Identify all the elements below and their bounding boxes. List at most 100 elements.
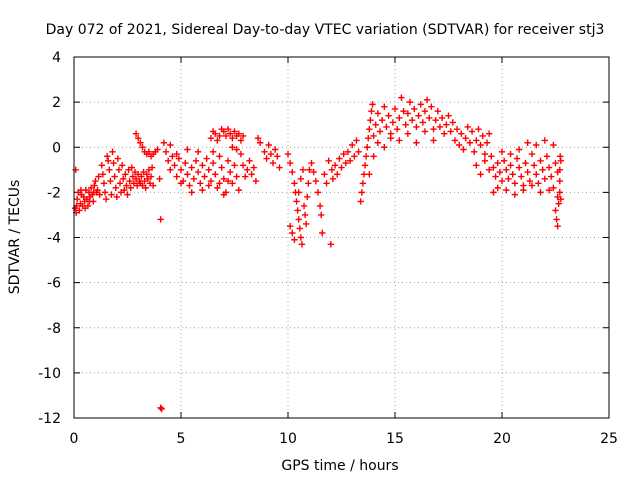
data-point xyxy=(381,103,388,110)
data-point xyxy=(366,126,373,133)
data-point xyxy=(358,189,366,196)
data-point xyxy=(428,103,435,110)
data-point xyxy=(353,137,360,144)
data-point xyxy=(314,189,322,196)
data-point xyxy=(177,166,185,174)
data-point xyxy=(393,126,401,133)
data-point xyxy=(316,202,324,210)
data-point xyxy=(389,119,397,126)
data-point xyxy=(296,225,303,232)
data-point xyxy=(214,184,221,192)
data-point xyxy=(492,173,499,180)
data-point xyxy=(141,177,148,185)
data-point xyxy=(224,126,232,133)
data-point xyxy=(128,164,135,171)
data-point xyxy=(192,157,200,164)
data-point xyxy=(477,171,484,178)
data-point xyxy=(271,146,279,153)
data-point xyxy=(421,107,429,115)
data-point xyxy=(367,116,374,124)
data-point xyxy=(147,173,155,180)
data-point xyxy=(385,112,392,119)
data-point xyxy=(494,159,501,167)
data-point xyxy=(488,153,495,160)
y-tick-label: -8 xyxy=(47,321,61,337)
data-point xyxy=(205,166,213,174)
data-point xyxy=(212,171,219,178)
data-point xyxy=(453,126,461,133)
data-point xyxy=(554,223,561,230)
data-point xyxy=(222,132,230,140)
data-point xyxy=(555,200,562,207)
data-series xyxy=(71,94,565,413)
data-point xyxy=(509,171,516,178)
data-point xyxy=(458,130,465,137)
data-point xyxy=(123,182,130,189)
data-point xyxy=(203,155,210,162)
data-point xyxy=(77,186,85,194)
data-point xyxy=(167,166,174,174)
data-point xyxy=(106,166,113,174)
data-point xyxy=(556,166,563,174)
data-point xyxy=(216,180,223,187)
data-point xyxy=(235,186,242,194)
data-point xyxy=(120,175,127,183)
data-point xyxy=(110,159,117,167)
y-tick-label: 0 xyxy=(52,140,61,156)
data-point xyxy=(256,139,264,146)
data-point xyxy=(334,171,341,178)
data-point xyxy=(173,150,180,158)
data-point xyxy=(220,191,227,198)
data-point xyxy=(304,193,311,201)
data-point xyxy=(528,182,536,189)
data-point xyxy=(376,128,384,135)
data-point xyxy=(370,132,377,140)
data-point xyxy=(90,189,97,196)
data-point xyxy=(295,189,302,196)
data-point xyxy=(246,157,253,164)
data-point xyxy=(107,177,114,185)
data-point xyxy=(490,164,497,171)
data-point xyxy=(552,159,559,167)
data-point xyxy=(212,130,219,137)
x-tick-label: 15 xyxy=(386,431,404,447)
data-point xyxy=(494,184,501,192)
data-point xyxy=(430,137,437,144)
data-point xyxy=(286,159,294,167)
data-point xyxy=(114,155,122,162)
data-point xyxy=(507,150,514,158)
data-point xyxy=(218,164,225,171)
data-point xyxy=(115,166,123,174)
data-point xyxy=(138,173,145,180)
data-point xyxy=(470,148,478,155)
data-point xyxy=(374,139,382,146)
data-point xyxy=(269,159,277,167)
data-point xyxy=(363,144,371,151)
data-point xyxy=(81,204,89,212)
data-point xyxy=(520,186,527,194)
data-point xyxy=(158,405,165,413)
data-point xyxy=(319,229,326,237)
data-point xyxy=(317,211,325,219)
chart-title: Day 072 of 2021, Sidereal Day-to-day VTE… xyxy=(46,22,605,38)
data-point xyxy=(101,189,109,196)
data-point xyxy=(535,180,542,187)
data-point xyxy=(231,128,238,135)
data-point xyxy=(449,119,456,126)
data-point xyxy=(553,216,560,223)
data-point xyxy=(209,159,217,167)
data-point xyxy=(417,101,424,108)
data-point xyxy=(229,144,236,151)
data-point xyxy=(242,173,249,180)
x-axis: 0 5 10 15 20 25 xyxy=(70,57,618,447)
data-point xyxy=(74,195,81,203)
data-point xyxy=(423,96,431,104)
data-point xyxy=(325,157,332,164)
data-point xyxy=(144,175,152,183)
data-point xyxy=(466,139,474,146)
data-point xyxy=(419,119,427,126)
data-point xyxy=(404,110,412,117)
data-point xyxy=(362,153,370,160)
data-point xyxy=(229,135,236,142)
data-point xyxy=(274,153,281,160)
